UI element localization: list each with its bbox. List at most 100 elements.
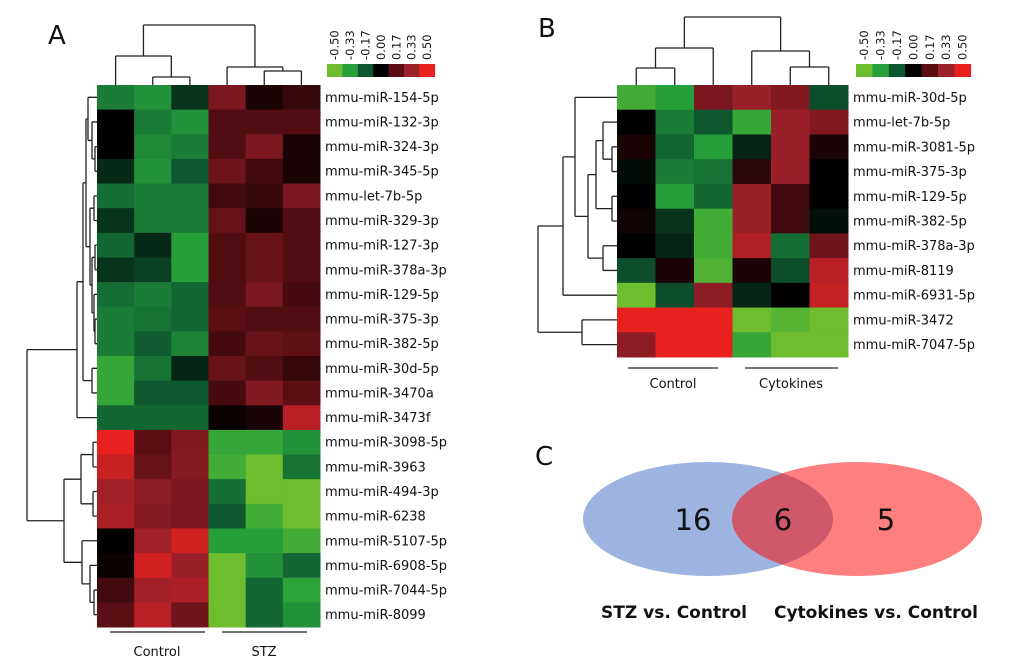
heatmap-cell <box>208 232 247 258</box>
heatmap-cell <box>617 208 656 234</box>
row-label: mmu-miR-132-3p <box>325 115 439 130</box>
heatmap-cell <box>134 356 172 382</box>
heatmap-cell <box>134 454 172 480</box>
heatmap-cell <box>655 307 695 333</box>
heatmap-cell <box>97 405 135 431</box>
heatmap-cell <box>208 158 247 185</box>
heatmap-cell <box>97 208 135 234</box>
row-label: mmu-miR-378a-3p <box>853 239 975 254</box>
heatmap-cell <box>245 356 284 382</box>
group-labels-b: Control Cytokines <box>628 367 838 392</box>
heatmap-cell <box>208 602 247 628</box>
heatmap-cell <box>771 159 810 185</box>
heatmap-cell <box>732 109 772 135</box>
dendrogram-branch <box>91 367 97 394</box>
heatmap-cell <box>617 109 656 135</box>
heatmap-cell <box>694 159 733 185</box>
heatmap-cell <box>282 405 321 431</box>
group-label-control-a: Control <box>134 645 181 660</box>
heatmap-cell <box>245 503 284 529</box>
heatmap-cell <box>282 257 321 283</box>
heatmap-cell <box>171 553 209 579</box>
group-label-cytokines: Cytokines <box>759 377 823 392</box>
heatmap-cell <box>134 232 172 258</box>
heatmap-a: mmu-miR-154-5p mmu-miR-132-3p mmu-miR-324-… <box>97 85 447 628</box>
heatmap-cell <box>617 258 656 284</box>
heatmap-cell <box>771 183 810 210</box>
venn-count-intersection: 6 <box>774 503 792 537</box>
row-label: mmu-miR-30d-5p <box>853 91 967 106</box>
heatmap-cell <box>208 429 247 456</box>
heatmap-cell <box>97 577 135 603</box>
heatmap-cell <box>97 183 135 209</box>
row-label: mmu-miR-345-5p <box>325 165 439 180</box>
heatmap-cell <box>208 577 247 603</box>
row-label: mmu-miR-3472 <box>853 313 954 328</box>
row-label: mmu-miR-5107-5p <box>325 534 447 549</box>
heatmap-cell <box>171 257 209 283</box>
legend-swatch <box>938 64 955 77</box>
row-label: mmu-miR-6931-5p <box>853 289 975 304</box>
heatmap-cell <box>617 134 656 160</box>
heatmap-cell <box>208 503 247 529</box>
heatmap-cell <box>245 528 284 554</box>
heatmap-cell <box>171 380 209 406</box>
row-label: mmu-miR-129-5p <box>325 288 439 303</box>
heatmap-cell <box>171 306 209 332</box>
heatmap-cell <box>282 306 321 332</box>
row-label: mmu-miR-329-3p <box>325 214 439 229</box>
row-label: mmu-miR-154-5p <box>325 91 439 106</box>
heatmap-cell <box>732 258 772 284</box>
legend-swatch <box>921 64 939 77</box>
venn-label-stz: STZ vs. Control <box>601 603 747 623</box>
legend-swatch <box>342 64 359 77</box>
heatmap-cell <box>282 380 321 406</box>
heatmap-cell <box>208 183 247 209</box>
heatmap-cell <box>617 233 656 259</box>
legend-tick: 0.00 <box>374 34 388 60</box>
heatmap-cell <box>208 528 247 554</box>
row-label: mmu-miR-6908-5p <box>325 559 447 574</box>
heatmap-cell <box>134 380 172 406</box>
heatmap-cell <box>208 331 247 357</box>
legend-tick: 0.33 <box>405 34 419 60</box>
heatmap-cell <box>617 183 656 210</box>
legend-tick: -0.17 <box>359 30 373 60</box>
dendrogram-branch <box>263 70 303 85</box>
legend-swatch <box>388 64 405 77</box>
heatmap-cell <box>97 503 135 529</box>
heatmap-cell <box>171 356 209 382</box>
heatmap-cell <box>732 332 772 358</box>
heatmap-cell <box>655 258 695 284</box>
heatmap-cell <box>171 528 209 554</box>
heatmap-cell <box>134 577 172 603</box>
heatmap-cell <box>171 602 209 628</box>
row-label: mmu-miR-3473f <box>325 411 431 426</box>
row-label: mmu-miR-494-3p <box>325 485 439 500</box>
row-label: mmu-miR-8099 <box>325 608 426 623</box>
legend-tick: -0.17 <box>890 30 904 60</box>
heatmap-cell <box>171 232 209 258</box>
heatmap-cell <box>171 503 209 529</box>
row-label: mmu-miR-375-3p <box>325 313 439 328</box>
dendrogram-branch <box>635 67 676 85</box>
heatmap-cell <box>282 429 321 456</box>
heatmap-cell <box>134 109 172 135</box>
legend-swatch <box>357 64 374 77</box>
row-label: mmu-miR-324-3p <box>325 140 439 155</box>
heatmap-cell <box>655 159 695 185</box>
legend-tick: -0.33 <box>874 30 888 60</box>
dendrogram-branch <box>595 139 612 210</box>
heatmap-cell <box>771 307 810 333</box>
heatmap-cell <box>171 282 209 308</box>
dendrogram-branch <box>94 244 97 271</box>
legend-swatch <box>856 64 873 77</box>
heatmap-cell <box>171 85 209 111</box>
legend-swatch <box>954 64 972 77</box>
heatmap-cell <box>245 257 284 283</box>
legend-tick: 0.17 <box>389 34 403 60</box>
legend-tick: -0.50 <box>328 30 342 60</box>
heatmap-cell <box>282 356 321 382</box>
heatmap-cell <box>771 85 810 111</box>
heatmap-cell <box>282 85 321 111</box>
